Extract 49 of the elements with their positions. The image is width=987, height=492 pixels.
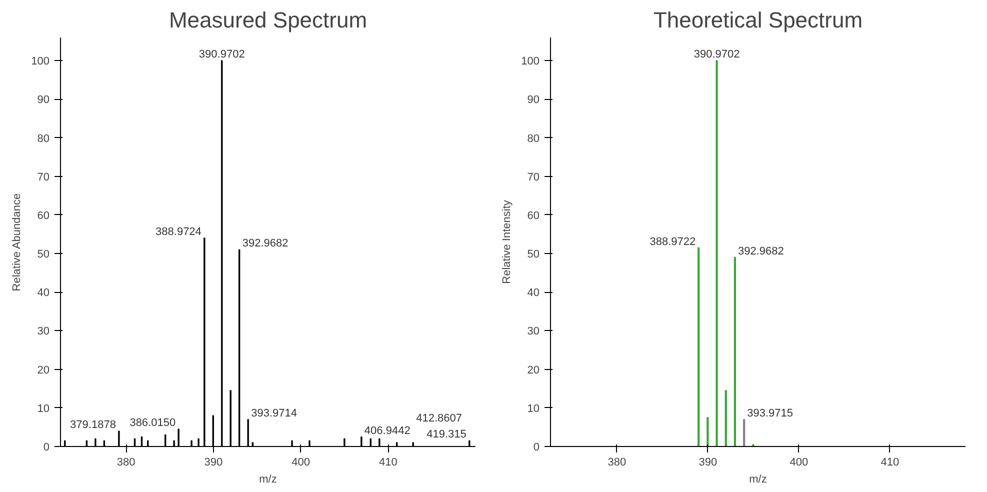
y-axis-title: Relative Abundance (11, 193, 24, 292)
y-tick-label: 60 (527, 210, 540, 222)
x-axis-title: m/z (259, 474, 277, 486)
x-tick-label: 380 (116, 456, 136, 468)
y-tick-label: 30 (37, 326, 50, 338)
x-tick-label: 390 (698, 456, 718, 468)
annotation: 392.9682 (242, 238, 288, 250)
annotation: 388.9722 (650, 236, 696, 248)
y-tick-label: 0 (43, 442, 50, 454)
y-tick-label: 70 (527, 171, 540, 184)
y-tick-label: 40 (37, 287, 50, 300)
x-tick-label: 390 (204, 456, 223, 468)
annotation: 392.9682 (738, 245, 784, 258)
annotation: 412.8607 (416, 412, 462, 425)
annotation: 419.315 (426, 428, 466, 441)
y-tick-label: 90 (527, 94, 540, 106)
y-tick-label: 80 (37, 132, 50, 145)
y-tick-label: 0 (533, 442, 540, 454)
chart-title: Measured Spectrum (168, 8, 368, 32)
annotation: 379.1878 (70, 419, 116, 432)
x-tick-label: 410 (880, 456, 900, 468)
x-tick-label: 380 (608, 456, 626, 468)
y-tick-label: 30 (527, 326, 540, 338)
annotation: 406.9442 (364, 424, 410, 437)
chart-title: Theoretical Spectrum (653, 8, 863, 32)
x-axis-title: m/z (749, 474, 767, 486)
y-tick-label: 10 (37, 402, 50, 415)
y-tick-label: 40 (527, 287, 540, 300)
y-tick-label: 20 (527, 364, 540, 376)
x-tick-label: 400 (292, 456, 310, 468)
y-tick-label: 100 (521, 56, 540, 68)
y-tick-label: 10 (527, 402, 540, 415)
y-tick-label: 70 (37, 171, 50, 184)
annotation: 393.9714 (251, 407, 297, 420)
annotation: 393.9715 (747, 407, 793, 420)
annotation: 390.9702 (694, 48, 740, 61)
x-tick-label: 400 (790, 456, 808, 468)
annotation: 390.9702 (198, 48, 245, 61)
y-tick-label: 20 (37, 364, 50, 376)
y-tick-label: 100 (31, 56, 50, 68)
y-tick-label: 60 (37, 210, 50, 222)
annotation: 386.0150 (130, 417, 176, 430)
annotation: 388.9724 (156, 226, 202, 238)
y-tick-label: 90 (37, 94, 50, 106)
y-tick-label: 50 (37, 248, 50, 261)
y-axis-title: Relative Intensity (501, 200, 514, 284)
x-tick-label: 410 (378, 456, 398, 468)
y-tick-label: 80 (527, 132, 540, 145)
y-tick-label: 50 (527, 248, 540, 261)
